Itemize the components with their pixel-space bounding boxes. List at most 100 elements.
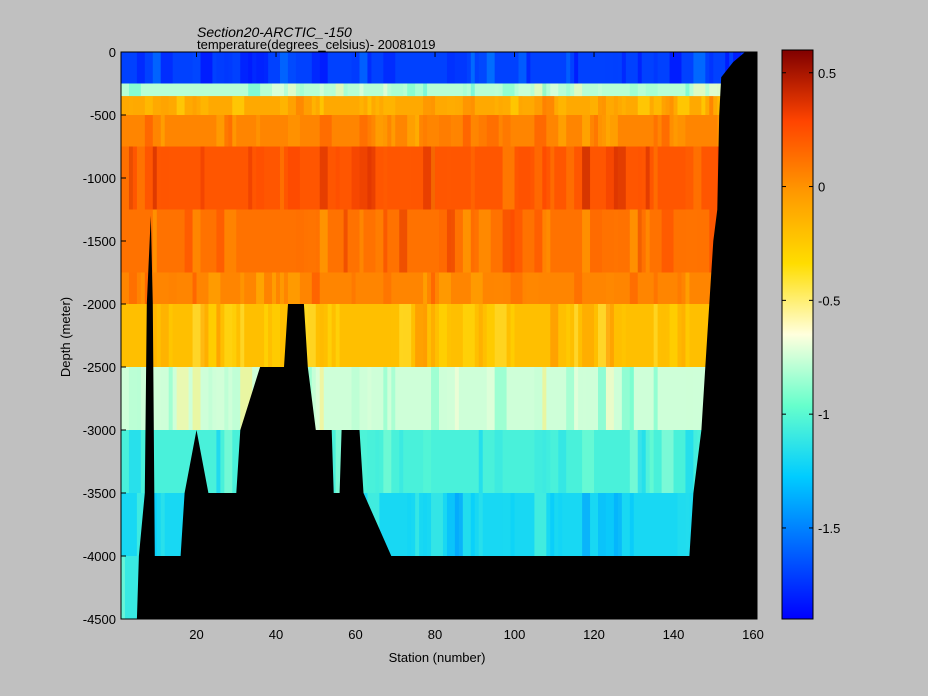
texture-streak bbox=[327, 304, 332, 367]
texture-streak bbox=[510, 209, 523, 273]
texture-streak bbox=[415, 304, 428, 367]
texture-streak bbox=[359, 83, 364, 97]
texture-streak bbox=[598, 367, 606, 430]
texture-streak bbox=[295, 96, 304, 115]
texture-streak bbox=[192, 272, 197, 304]
texture-streak bbox=[566, 304, 571, 367]
texture-streak bbox=[534, 96, 547, 115]
texture-streak bbox=[240, 272, 245, 304]
texture-streak bbox=[701, 96, 706, 115]
texture-streak bbox=[685, 146, 694, 210]
texture-streak bbox=[582, 304, 595, 367]
chart-title: Section20-ARCTIC_-150 bbox=[197, 24, 352, 40]
texture-streak bbox=[319, 146, 328, 210]
texture-streak bbox=[550, 493, 555, 556]
texture-streak bbox=[446, 304, 451, 367]
texture-streak bbox=[431, 96, 436, 115]
texture-streak bbox=[590, 209, 602, 273]
texture-streak bbox=[407, 493, 412, 556]
texture-streak bbox=[232, 304, 237, 367]
texture-streak bbox=[677, 493, 690, 556]
texture-streak bbox=[693, 52, 706, 84]
texture-streak bbox=[685, 209, 698, 273]
texture-streak bbox=[224, 304, 237, 367]
texture-streak bbox=[550, 83, 559, 97]
texture-streak bbox=[319, 367, 324, 430]
texture-streak bbox=[462, 83, 467, 97]
texture-streak bbox=[144, 272, 149, 304]
texture-streak bbox=[661, 209, 674, 273]
texture-streak bbox=[502, 115, 511, 147]
texture-streak bbox=[605, 146, 618, 210]
texture-streak bbox=[669, 304, 682, 367]
texture-streak bbox=[232, 367, 241, 430]
texture-streak bbox=[272, 272, 277, 304]
texture-streak bbox=[534, 209, 547, 273]
plot-area bbox=[121, 52, 757, 619]
texture-streak bbox=[359, 146, 372, 210]
texture-streak bbox=[168, 304, 173, 367]
texture-streak bbox=[558, 115, 567, 147]
texture-streak bbox=[367, 96, 372, 115]
depth-band-1 bbox=[121, 83, 757, 97]
y-tick-label: -2000 bbox=[83, 297, 116, 312]
texture-streak bbox=[280, 272, 284, 304]
texture-streak bbox=[653, 272, 658, 304]
texture-streak bbox=[192, 209, 201, 273]
texture-streak bbox=[121, 556, 125, 619]
texture-streak bbox=[598, 96, 606, 115]
texture-streak bbox=[383, 430, 392, 493]
texture-streak bbox=[287, 115, 300, 147]
texture-streak bbox=[470, 115, 475, 147]
texture-streak bbox=[287, 272, 300, 304]
texture-streak bbox=[359, 115, 372, 147]
texture-streak bbox=[709, 83, 718, 97]
texture-streak bbox=[200, 304, 209, 367]
texture-streak bbox=[621, 367, 634, 430]
texture-streak bbox=[128, 96, 133, 115]
texture-streak bbox=[629, 430, 642, 493]
texture-streak bbox=[160, 146, 169, 210]
texture-streak bbox=[709, 52, 714, 84]
texture-streak bbox=[653, 367, 658, 430]
texture-streak bbox=[383, 272, 392, 304]
texture-streak bbox=[510, 272, 523, 304]
texture-streak bbox=[462, 209, 475, 273]
texture-streak bbox=[335, 83, 344, 97]
texture-streak bbox=[605, 115, 618, 147]
texture-streak bbox=[502, 493, 515, 556]
texture-streak bbox=[121, 146, 133, 210]
texture-streak bbox=[200, 96, 209, 115]
texture-streak bbox=[637, 209, 642, 273]
texture-streak bbox=[415, 83, 424, 97]
texture-streak bbox=[216, 209, 225, 273]
texture-streak bbox=[319, 52, 328, 84]
texture-streak bbox=[152, 209, 157, 273]
texture-streak bbox=[439, 272, 451, 304]
texture-streak bbox=[160, 96, 169, 115]
texture-streak bbox=[391, 115, 396, 147]
texture-streak bbox=[605, 493, 618, 556]
texture-streak bbox=[399, 430, 404, 493]
texture-streak bbox=[661, 430, 674, 493]
texture-streak bbox=[478, 304, 483, 367]
texture-streak bbox=[375, 209, 388, 273]
texture-streak bbox=[542, 83, 547, 97]
texture-streak bbox=[200, 52, 213, 84]
texture-streak bbox=[136, 272, 149, 304]
texture-streak bbox=[192, 52, 201, 84]
colorbar-tick-label: -1 bbox=[818, 407, 830, 422]
texture-streak bbox=[152, 146, 157, 210]
texture-streak bbox=[280, 146, 284, 210]
texture-streak bbox=[208, 304, 217, 367]
texture-streak bbox=[383, 115, 388, 147]
texture-streak bbox=[645, 146, 650, 210]
x-tick-label: 60 bbox=[348, 627, 362, 642]
texture-streak bbox=[248, 146, 253, 210]
texture-streak bbox=[311, 367, 324, 430]
texture-streak bbox=[486, 304, 495, 367]
texture-streak bbox=[192, 96, 197, 115]
texture-streak bbox=[470, 272, 483, 304]
texture-streak bbox=[598, 83, 602, 97]
